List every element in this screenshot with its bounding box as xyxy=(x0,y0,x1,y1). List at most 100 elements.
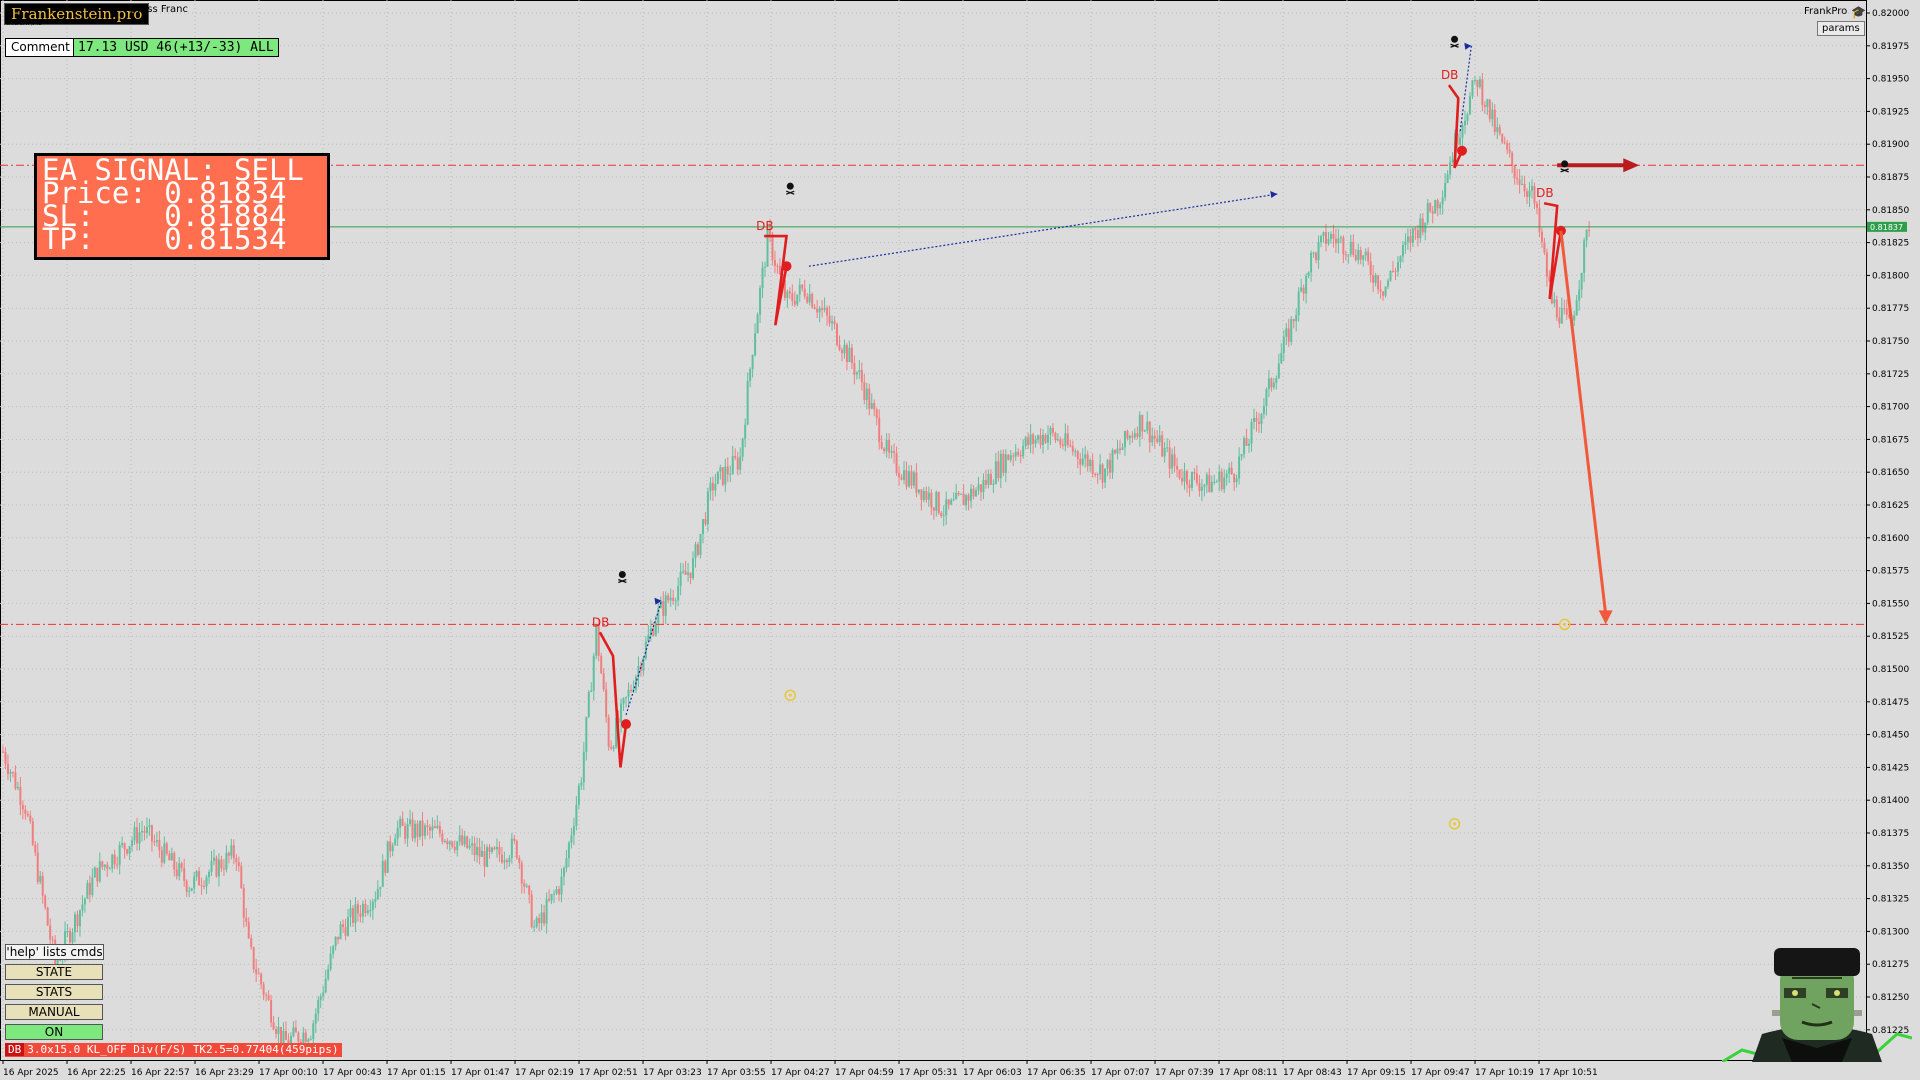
candle-body xyxy=(302,1032,305,1045)
graduation-cap-icon[interactable]: 🎓 xyxy=(1851,5,1866,19)
candle-body xyxy=(488,847,491,852)
candle-body xyxy=(895,453,898,474)
candle-body xyxy=(1151,435,1154,443)
candle-body xyxy=(394,838,397,846)
candle-body xyxy=(1461,125,1464,138)
candle-body xyxy=(364,903,367,914)
skull-bone xyxy=(1560,168,1569,173)
candle-body xyxy=(654,623,657,636)
candle-body xyxy=(1265,389,1268,406)
candle-body xyxy=(850,347,853,364)
candle-body xyxy=(453,846,456,851)
price-tick-label: 0.81775 xyxy=(1872,304,1909,314)
skull-bone xyxy=(618,578,627,584)
candle-body xyxy=(1161,435,1164,457)
candle-body xyxy=(709,482,712,492)
candle-body xyxy=(106,864,109,869)
candle-body xyxy=(190,888,193,891)
candle-body xyxy=(1481,79,1484,105)
candle-body xyxy=(208,872,211,878)
candle-body xyxy=(754,333,757,356)
candle-body xyxy=(1248,443,1251,446)
candle-body xyxy=(503,860,506,863)
candle-body xyxy=(1382,291,1385,296)
candle-body xyxy=(456,841,459,851)
candle-body xyxy=(1257,421,1260,424)
candle-body xyxy=(371,901,374,910)
time-tick-label: 16 Apr 2025 xyxy=(3,1068,59,1078)
comment-label[interactable]: Comment xyxy=(5,38,76,57)
candle-body xyxy=(749,368,752,381)
state-button[interactable]: STATE xyxy=(5,964,103,980)
candle-body xyxy=(103,864,106,867)
candle-body xyxy=(294,1027,297,1033)
candle-body xyxy=(1009,455,1012,460)
candle-body xyxy=(1029,434,1032,445)
candle-body xyxy=(947,499,950,505)
candle-body xyxy=(1220,471,1223,490)
candle-body xyxy=(1396,262,1399,272)
on-toggle-button[interactable]: ON xyxy=(5,1024,103,1040)
candle-body xyxy=(1374,275,1377,284)
candle-body xyxy=(49,925,52,940)
candle-body xyxy=(126,849,129,854)
candle-body xyxy=(806,296,809,303)
candle-body xyxy=(520,862,523,884)
candle-body xyxy=(183,868,186,881)
candle-body xyxy=(1215,481,1218,483)
candle-body xyxy=(344,927,347,936)
candle-body xyxy=(1290,319,1293,342)
candle-body xyxy=(1287,328,1290,342)
candle-body xyxy=(1401,245,1404,257)
candle-body xyxy=(1297,291,1300,316)
candle-body xyxy=(230,845,233,856)
manual-button[interactable]: MANUAL xyxy=(5,1004,103,1020)
candle-body xyxy=(332,946,335,954)
candle-body xyxy=(1096,474,1099,476)
candle-body xyxy=(324,978,327,993)
candle-body xyxy=(76,914,79,927)
candle-body xyxy=(1409,236,1412,243)
time-tick-label: 17 Apr 01:15 xyxy=(387,1068,446,1078)
candle-body xyxy=(1555,299,1558,318)
candle-body xyxy=(565,858,568,868)
candle-body xyxy=(689,572,692,579)
candle-body xyxy=(994,461,997,484)
price-tick-label: 0.81625 xyxy=(1872,501,1909,511)
candle-body xyxy=(307,1039,310,1042)
candle-body xyxy=(773,259,776,266)
candle-body xyxy=(801,284,804,289)
candle-body xyxy=(1508,149,1511,153)
candle-body xyxy=(731,456,734,474)
candle-body xyxy=(1463,120,1466,126)
stats-button[interactable]: STATS xyxy=(5,984,103,1000)
candle-body xyxy=(1439,204,1442,209)
time-tick-label: 17 Apr 10:19 xyxy=(1475,1068,1534,1078)
candle-body xyxy=(309,1038,312,1040)
candle-body xyxy=(1424,222,1427,233)
candle-body xyxy=(1051,427,1054,433)
candle-body xyxy=(828,315,831,324)
target-marker-dot xyxy=(1563,622,1567,626)
candle-body xyxy=(131,840,134,847)
candle-body xyxy=(1176,465,1179,470)
candle-body xyxy=(260,973,263,985)
candle-body xyxy=(1411,228,1414,243)
candle-body xyxy=(1190,471,1193,488)
candle-body xyxy=(1516,178,1519,180)
candle-body xyxy=(339,924,342,940)
candle-body xyxy=(389,841,392,852)
candle-body xyxy=(1312,252,1315,254)
candle-body xyxy=(669,597,672,601)
candle-body xyxy=(411,819,414,839)
candle-body xyxy=(73,914,76,933)
params-button[interactable]: params xyxy=(1817,21,1865,36)
help-button[interactable]: 'help' lists cmds xyxy=(5,944,104,960)
candle-body xyxy=(865,388,868,401)
time-tick-label: 17 Apr 04:59 xyxy=(835,1068,894,1078)
candle-body xyxy=(687,572,690,575)
candle-body xyxy=(198,871,201,886)
candle-body xyxy=(1168,447,1171,469)
candle-body xyxy=(1208,474,1211,493)
